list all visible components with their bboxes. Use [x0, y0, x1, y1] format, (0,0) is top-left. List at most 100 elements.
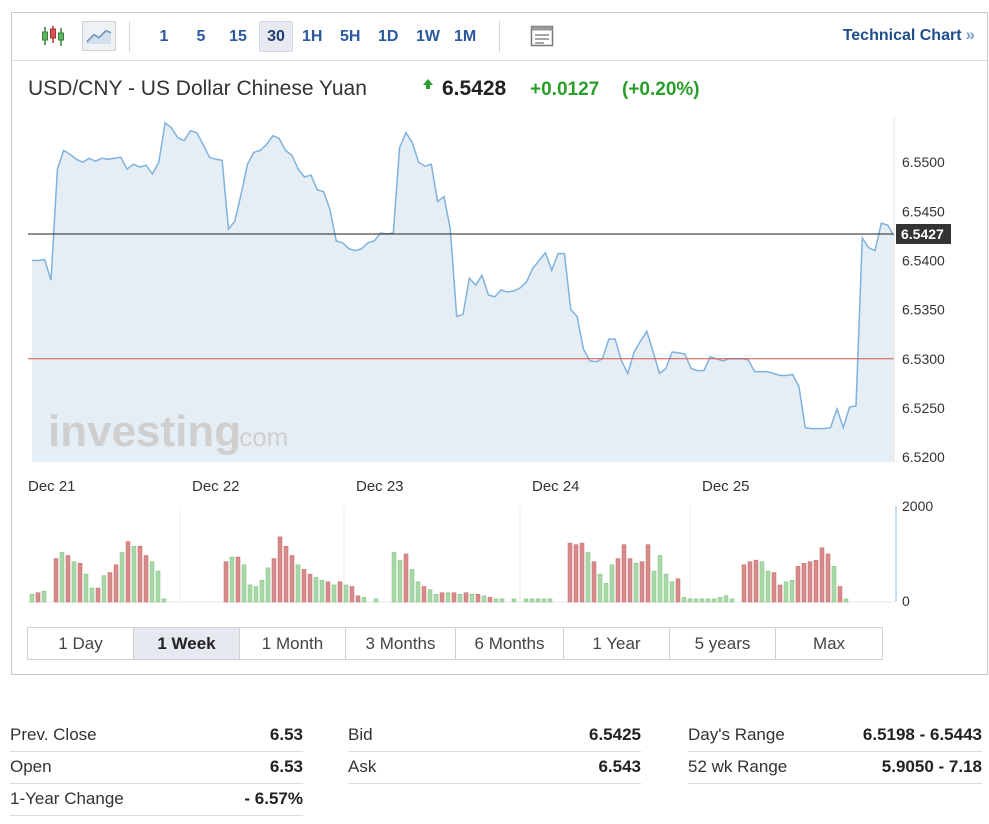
volume-bar: [343, 584, 349, 603]
range-tab-1-day[interactable]: 1 Day: [28, 628, 134, 659]
volume-bar: [795, 566, 801, 603]
volume-bar: [149, 561, 155, 603]
timeframe-5[interactable]: 5: [196, 27, 206, 45]
volume-bar: [567, 542, 573, 603]
volume-bar: [137, 545, 143, 603]
volume-bar: [29, 594, 35, 603]
toolbar-divider: [129, 21, 130, 52]
technical-chart-link[interactable]: Technical Chart»: [843, 25, 975, 45]
volume-bar: [451, 592, 457, 603]
pair-title: USD/CNY - US Dollar Chinese Yuan: [28, 77, 367, 100]
volume-bar: [831, 566, 837, 603]
range-tab-1-month[interactable]: 1 Month: [240, 628, 346, 659]
volume-bar: [705, 598, 711, 603]
stats-column: Bid 6.5425 Ask 6.543: [348, 720, 641, 784]
range-tab-1-week[interactable]: 1 Week: [134, 628, 240, 659]
range-tab-5-years[interactable]: 5 years: [670, 628, 776, 659]
volume-bar: [693, 598, 699, 603]
timeframe-1[interactable]: 1: [159, 27, 169, 45]
volume-bar: [645, 544, 651, 603]
volume-bar: [729, 598, 735, 603]
volume-bar: [499, 598, 505, 603]
volume-bar: [771, 572, 777, 603]
volume-bar: [541, 598, 547, 603]
line-chart-icon[interactable]: [82, 21, 116, 51]
volume-bar: [529, 598, 535, 603]
volume-bar: [699, 598, 705, 603]
timeframe-5h[interactable]: 5H: [340, 27, 361, 45]
range-tab-max[interactable]: Max: [812, 633, 846, 653]
x-tick-label: Dec 24: [532, 478, 580, 495]
range-tab-3-months[interactable]: 3 Months: [346, 628, 456, 659]
volume-bar: [597, 573, 603, 603]
volume-bar: [511, 598, 517, 603]
candlestick-icon[interactable]: [39, 21, 67, 51]
volume-bar: [603, 583, 609, 603]
volume-bar: [71, 561, 77, 603]
y-tick-label: 6.5400: [902, 253, 945, 269]
volume-bar: [573, 544, 579, 603]
volume-bar: [547, 598, 553, 603]
price-area: [28, 118, 895, 463]
volume-bar: [819, 547, 825, 603]
volume-bar: [615, 558, 621, 603]
volume-bar: [777, 584, 783, 603]
volume-bar: [463, 592, 469, 603]
volume-bar: [325, 581, 331, 603]
volume-bar: [457, 594, 463, 603]
volume-bar: [609, 564, 615, 603]
stat-row: Bid 6.5425: [348, 720, 641, 752]
volume-bar: [651, 570, 657, 603]
stat-label: Day's Range: [688, 725, 785, 744]
volume-bar: [247, 584, 253, 603]
volume-bar: [493, 598, 499, 603]
volume-bar: [445, 592, 451, 603]
stat-row: Prev. Close 6.53: [10, 720, 303, 752]
volume-bar: [747, 561, 753, 603]
volume-bar: [283, 545, 289, 603]
volume-bar: [391, 552, 397, 603]
timeframe-1d[interactable]: 1D: [378, 27, 399, 45]
volume-bar: [825, 553, 831, 603]
price-change-percent: (+0.20%): [622, 79, 700, 100]
stat-row: Day's Range 6.5198 - 6.5443: [688, 720, 982, 752]
range-tabs: 1 Day 1 Week 1 Month 3 Months 6 Months 1 Year…: [27, 627, 883, 660]
timeframe-1h[interactable]: 1H: [302, 27, 323, 45]
stat-label: Ask: [348, 757, 377, 776]
range-tab-1-year[interactable]: 1 Year: [564, 628, 670, 659]
volume-bar: [319, 580, 325, 603]
stat-value: 6.5425: [589, 725, 641, 744]
volume-bar: [253, 586, 259, 603]
volume-bar: [579, 542, 585, 603]
volume-bar: [591, 561, 597, 603]
x-tick-label: Dec 25: [702, 478, 750, 495]
timeframe-1m[interactable]: 1M: [454, 27, 477, 45]
svg-text:6.5427: 6.5427: [901, 226, 944, 242]
volume-bar: [469, 594, 475, 603]
stat-row: 52 wk Range 5.9050 - 7.18: [688, 752, 982, 784]
stat-row: Open 6.53: [10, 752, 303, 784]
y-tick-label: 6.5350: [902, 302, 945, 318]
volume-bar: [349, 586, 355, 603]
price-chart[interactable]: 6.5500 6.5450 6.5400 6.5350 6.5300 6.5250 6.52…: [12, 108, 987, 613]
price-change: +0.0127: [530, 79, 600, 100]
volume-bar: [807, 561, 813, 603]
volume-bar: [837, 586, 843, 603]
timeframe-1w[interactable]: 1W: [416, 27, 440, 45]
y-tick-label: 6.5450: [902, 203, 945, 219]
volume-bar: [843, 598, 849, 603]
news-icon[interactable]: [527, 21, 557, 51]
timeframe-15[interactable]: 15: [229, 27, 247, 45]
timeframe-30[interactable]: 30: [259, 21, 293, 52]
volume-bar: [107, 572, 113, 603]
volume-bar: [223, 561, 229, 603]
volume-bar: [403, 553, 409, 603]
volume-bar: [439, 592, 445, 603]
volume-bar: [337, 581, 343, 603]
double-chevron-right-icon: »: [965, 25, 975, 44]
volume-tick-label: 0: [902, 593, 910, 609]
range-tab-6-months[interactable]: 6 Months: [456, 628, 564, 659]
volume-bar: [675, 578, 681, 603]
investing-watermark: investing.com: [48, 407, 288, 456]
y-tick-label: 6.5300: [902, 351, 945, 367]
